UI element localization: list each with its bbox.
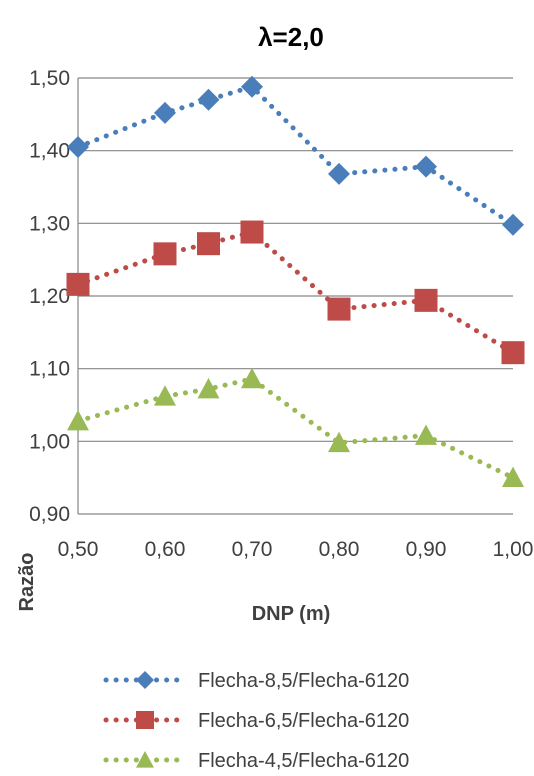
legend-label: Flecha-8,5/Flecha-6120 (198, 670, 409, 692)
legend-entry: Flecha-4,5/Flecha-6120 (103, 750, 409, 772)
series-1 (67, 75, 524, 236)
series-line (75, 83, 516, 228)
data-point-square (501, 341, 525, 365)
data-point-diamond (67, 136, 89, 159)
y-tick-label: 1,30 (29, 212, 70, 235)
x-tick-label: 0,70 (232, 538, 273, 561)
legend-entry: Flecha-6,5/Flecha-6120 (103, 710, 409, 732)
data-point-triangle (328, 431, 350, 453)
data-point-triangle (415, 424, 437, 445)
x-tick-label: 0,80 (319, 538, 360, 561)
x-axis-ticks: 0,50 0,60 0,70 0,80 0,90 1,00 (58, 538, 534, 561)
data-point-square (197, 232, 220, 256)
y-axis-ticks: 0,90 1,00 1,10 1,20 1,30 1,40 1,50 (29, 67, 70, 526)
data-point-diamond (136, 671, 154, 689)
data-point-square (136, 711, 154, 729)
data-point-diamond (241, 75, 263, 98)
y-tick-label: 1,20 (29, 285, 70, 308)
y-tick-label: 1,10 (29, 358, 70, 381)
data-point-triangle (502, 466, 524, 488)
data-point-diamond (502, 213, 524, 236)
data-point-square (414, 288, 438, 312)
x-tick-label: 0,50 (58, 538, 99, 561)
data-point-triangle (197, 378, 220, 399)
series-2 (66, 220, 525, 365)
data-point-triangle (67, 409, 89, 431)
y-tick-label: 0,90 (29, 503, 70, 526)
x-tick-label: 0,60 (145, 538, 186, 561)
x-axis-title: DNP (m) (252, 603, 331, 625)
legend-entry: Flecha-8,5/Flecha-6120 (103, 670, 409, 692)
legend: Flecha-8,5/Flecha-6120 Flecha-6,5/Flecha-… (103, 670, 409, 772)
x-tick-label: 0,90 (406, 538, 447, 561)
data-point-diamond (328, 162, 350, 185)
data-point-diamond (197, 88, 220, 111)
y-tick-label: 1,50 (29, 67, 70, 90)
x-tick-label: 1,00 (493, 538, 534, 561)
data-point-square (327, 297, 351, 321)
legend-label: Flecha-6,5/Flecha-6120 (198, 710, 409, 732)
data-point-square (153, 242, 177, 266)
data-point-diamond (415, 155, 437, 178)
y-axis-title: Razão (16, 553, 38, 612)
y-tick-label: 1,40 (29, 140, 70, 163)
data-point-square (66, 272, 90, 296)
series-line (75, 229, 516, 356)
data-point-diamond (154, 101, 176, 124)
gridlines (77, 77, 513, 515)
series-line (75, 376, 516, 481)
data-point-square (240, 220, 264, 244)
series-3 (67, 367, 524, 488)
data-point-triangle (154, 385, 176, 406)
y-tick-label: 1,00 (29, 430, 70, 453)
chart-title: λ=2,0 (258, 22, 324, 52)
series-group (66, 75, 525, 488)
data-point-triangle (136, 751, 154, 768)
legend-label: Flecha-4,5/Flecha-6120 (198, 750, 409, 772)
data-point-triangle (241, 367, 263, 389)
